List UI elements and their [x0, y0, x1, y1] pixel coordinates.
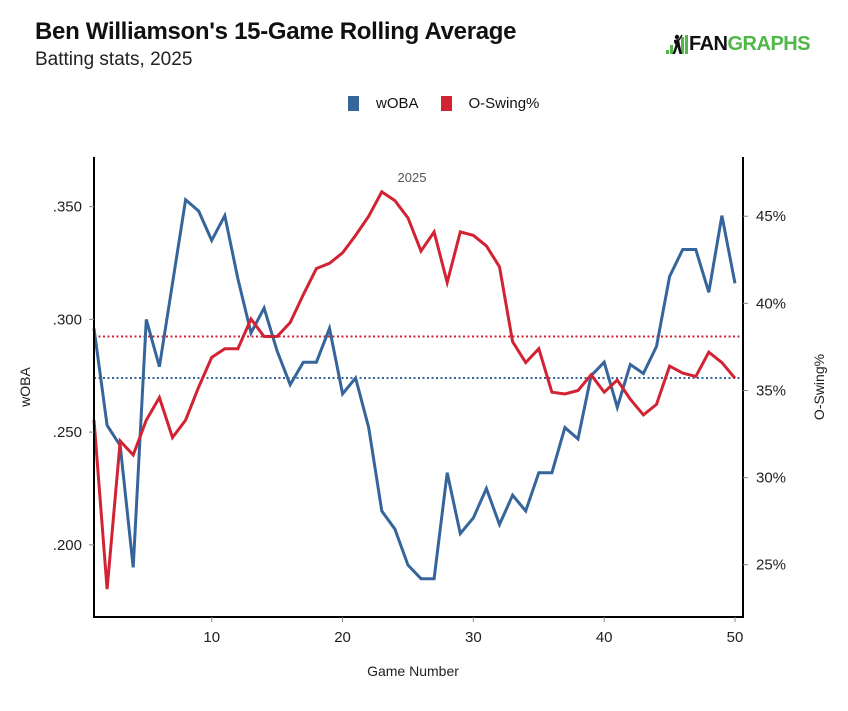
y-tick-label: .200 [53, 537, 82, 554]
x-tick-label: 30 [465, 629, 482, 646]
legend-label-woba: wOBA [376, 95, 419, 112]
logo-text-graphs: GRAPHS [727, 33, 811, 55]
y-axis-left-ticks: .200 .250 .300 .350 [53, 199, 94, 554]
oswing-series-line [92, 189, 737, 590]
x-axis-title: Game Number [367, 663, 459, 679]
x-tick-label: 50 [727, 629, 744, 646]
logo-text-fan: FAN [689, 33, 728, 55]
legend-label-oswing: O-Swing% [468, 95, 540, 112]
series-lines [92, 189, 737, 590]
y-tick-label: .350 [53, 199, 82, 216]
legend-swatch-woba [348, 96, 359, 111]
fangraphs-logo: FAN GRAPHS [666, 31, 811, 55]
y-axis-right-title: O-Swing% [811, 354, 827, 420]
chart-title: Ben Williamson's 15-Game Rolling Average [35, 18, 517, 45]
x-tick-label: 40 [596, 629, 613, 646]
legend-swatch-oswing [440, 96, 452, 111]
y-axis-right-ticks: 25% 30% 35% 40% 45% [743, 208, 786, 574]
x-axis-ticks: 10 20 30 40 50 [203, 617, 743, 646]
y-axis-left-title: wOBA [17, 367, 33, 408]
y-right-tick-label: 45% [756, 208, 786, 225]
legend-item-oswing[interactable]: O-Swing% [440, 95, 540, 112]
y-tick-label: .250 [53, 424, 82, 441]
year-annotation: 2025 [398, 170, 427, 185]
y-right-tick-label: 25% [756, 557, 786, 574]
y-right-tick-label: 40% [756, 295, 786, 312]
legend-item-woba[interactable]: wOBA [348, 95, 419, 112]
fangraphs-logo-icon [666, 34, 688, 54]
x-tick-label: 10 [203, 629, 220, 646]
y-right-tick-label: 35% [756, 382, 786, 399]
y-right-tick-label: 30% [756, 470, 786, 487]
woba-series-line [92, 196, 737, 581]
chart-legend: wOBA O-Swing% [348, 95, 561, 112]
y-tick-label: .300 [53, 311, 82, 328]
x-tick-label: 20 [334, 629, 351, 646]
chart-subtitle: Batting stats, 2025 [35, 49, 193, 70]
